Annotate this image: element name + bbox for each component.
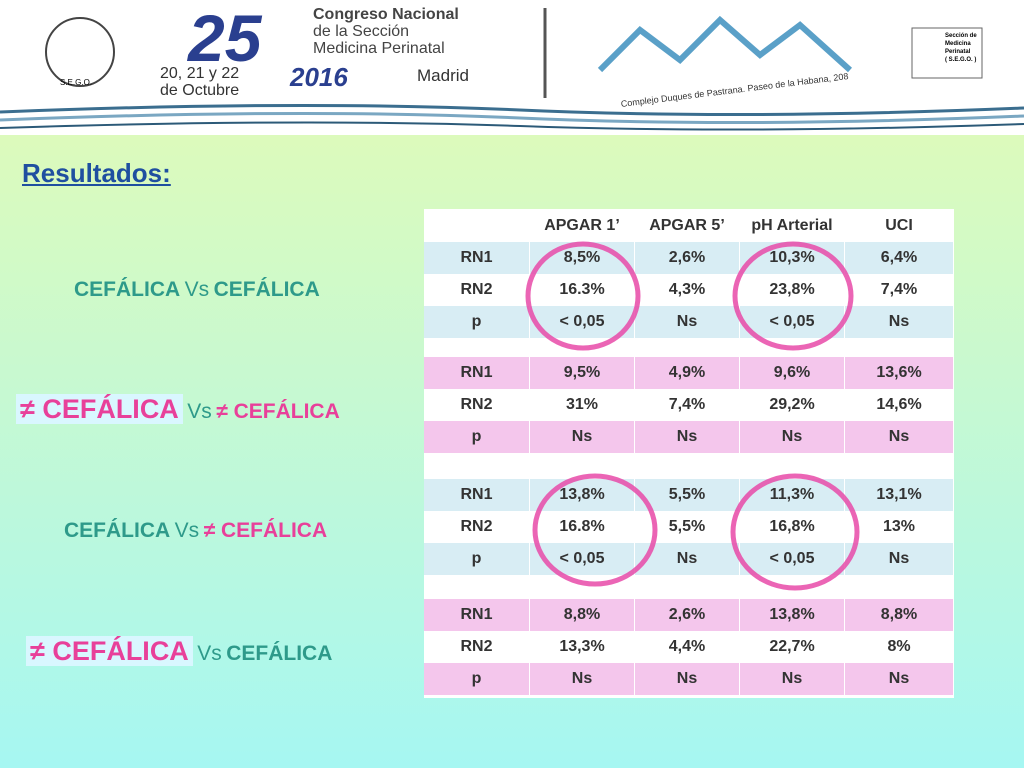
row-label: p xyxy=(424,306,530,338)
value-cell: 8,8% xyxy=(845,599,954,631)
value-cell: 22,7% xyxy=(740,631,845,663)
value-cell: 4,3% xyxy=(635,274,740,306)
value-cell: 9,6% xyxy=(740,357,845,389)
header-art xyxy=(0,8,1024,131)
header-cell xyxy=(424,209,530,242)
value-cell: 10,3% xyxy=(740,242,845,274)
city: Madrid xyxy=(417,66,469,85)
value-cell: 16.3% xyxy=(530,274,635,306)
row-label: RN1 xyxy=(424,242,530,274)
comparison: ≠ CEFÁLICA Vs CEFÁLICA xyxy=(26,636,332,667)
value-cell: 5,5% xyxy=(635,511,740,543)
value-cell: 11,3% xyxy=(740,479,845,511)
row-label: RN1 xyxy=(424,479,530,511)
row-label: RN2 xyxy=(424,274,530,306)
title: Resultados: xyxy=(22,158,171,188)
left-logo: S.E.G.O. xyxy=(60,78,93,87)
row-label: p xyxy=(424,543,530,575)
value-cell: 7,4% xyxy=(845,274,954,306)
value-cell: 23,8% xyxy=(740,274,845,306)
value-cell: 9,5% xyxy=(530,357,635,389)
value-cell: Ns xyxy=(530,663,635,695)
value-cell: 13% xyxy=(845,511,954,543)
value-cell: 6,4% xyxy=(845,242,954,274)
row-label: p xyxy=(424,663,530,695)
value-cell: Ns xyxy=(740,421,845,453)
value-cell: 13,8% xyxy=(740,599,845,631)
value-cell: Ns xyxy=(635,421,740,453)
header-cell: UCI xyxy=(845,209,954,242)
value-cell: 13,6% xyxy=(845,357,954,389)
header-cell: APGAR 5’ xyxy=(635,209,740,242)
value-cell: Ns xyxy=(845,543,954,575)
value-cell: Ns xyxy=(740,663,845,695)
value-cell: 2,6% xyxy=(635,599,740,631)
value-cell: < 0,05 xyxy=(530,543,635,575)
value-cell: < 0,05 xyxy=(740,306,845,338)
comparison: CEFÁLICA Vs ≠ CEFÁLICA xyxy=(64,519,328,542)
results-table: APGAR 1’ APGAR 5’ pH Arterial UCI RN1 8,5% 2,6… xyxy=(424,209,954,698)
row-label: RN2 xyxy=(424,511,530,543)
value-cell: Ns xyxy=(845,421,954,453)
row-label: p xyxy=(424,421,530,453)
value-cell: 8% xyxy=(845,631,954,663)
row-label: RN2 xyxy=(424,631,530,663)
row-label: RN1 xyxy=(424,599,530,631)
value-cell: 13,3% xyxy=(530,631,635,663)
value-cell: Ns xyxy=(845,306,954,338)
value-cell: 5,5% xyxy=(635,479,740,511)
value-cell: 4,4% xyxy=(635,631,740,663)
header-cell: pH Arterial xyxy=(740,209,845,242)
value-cell: Ns xyxy=(635,543,740,575)
value-cell: 8,8% xyxy=(530,599,635,631)
value-cell: < 0,05 xyxy=(530,306,635,338)
value-cell: Ns xyxy=(845,663,954,695)
value-cell: 4,9% xyxy=(635,357,740,389)
row-label: RN1 xyxy=(424,357,530,389)
number: 25 xyxy=(188,1,262,75)
right-logo: Sección de Medicina Perinatal( S.E.G.O. ) xyxy=(945,33,977,63)
value-cell: 31% xyxy=(530,389,635,421)
value-cell: 29,2% xyxy=(740,389,845,421)
dates: 20, 21 y 22 de Octubre xyxy=(160,65,240,99)
header-cell: APGAR 1’ xyxy=(530,209,635,242)
year: 2016 xyxy=(290,62,348,92)
value-cell: 14,6% xyxy=(845,389,954,421)
value-cell: Ns xyxy=(635,663,740,695)
value-cell: < 0,05 xyxy=(740,543,845,575)
value-cell: Ns xyxy=(530,421,635,453)
value-cell: 7,4% xyxy=(635,389,740,421)
header: S.E.G.O. 25 20, 21 y 22 de Octubre 2016 C… xyxy=(0,0,1024,135)
comparison: ≠ CEFÁLICA Vs ≠ CEFÁLICA xyxy=(16,394,340,425)
value-cell: 13,8% xyxy=(530,479,635,511)
value-cell: 16.8% xyxy=(530,511,635,543)
value-cell: 8,5% xyxy=(530,242,635,274)
value-cell: Ns xyxy=(635,306,740,338)
value-cell: 13,1% xyxy=(845,479,954,511)
congress: Congreso Nacional de la Sección Medicina P… xyxy=(313,6,459,57)
value-cell: 2,6% xyxy=(635,242,740,274)
row-label: RN2 xyxy=(424,389,530,421)
value-cell: 16,8% xyxy=(740,511,845,543)
comparison: CEFÁLICA Vs CEFÁLICA xyxy=(74,278,320,301)
